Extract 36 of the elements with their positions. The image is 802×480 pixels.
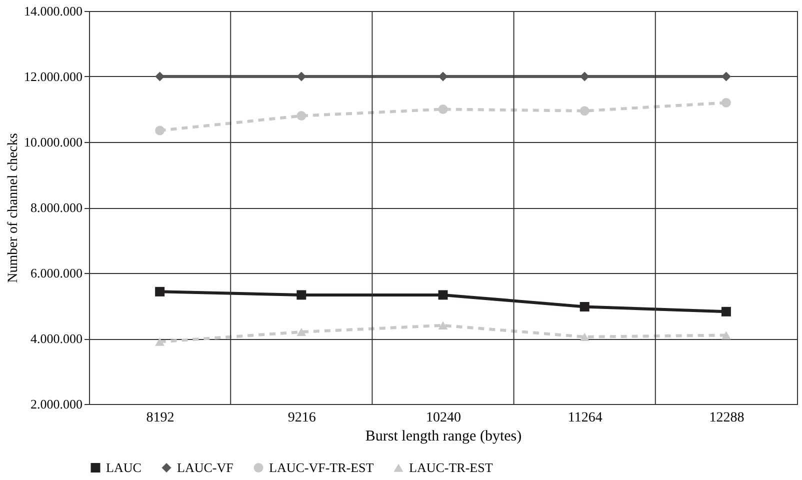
legend-label: LAUC-VF (177, 460, 234, 475)
legend-label: LAUC-TR-EST (409, 460, 493, 475)
x-tick-label: 10240 (426, 410, 461, 426)
point (296, 290, 306, 300)
y-tick-label: 6.000.000 (30, 266, 82, 280)
point (580, 72, 590, 82)
point (580, 332, 590, 341)
y-tick-label: 4.000.000 (30, 331, 82, 346)
x-tick-label: 12288 (709, 410, 744, 426)
point (438, 104, 448, 114)
point (438, 290, 448, 300)
y-tick-label: 10.000.000 (24, 134, 82, 150)
x-tick-label: 9216 (288, 410, 316, 426)
y-tick-label: 8.000.000 (30, 200, 82, 215)
point (721, 98, 731, 108)
legend-label: LAUC-VF-TR-EST (269, 460, 374, 475)
point (438, 72, 448, 82)
x-tick-label: 8192 (146, 410, 174, 426)
point (721, 331, 731, 340)
y-tick-label: 12.000.000 (24, 69, 82, 84)
x-tick-label: 11264 (568, 410, 602, 426)
point (155, 286, 165, 296)
point (721, 306, 731, 316)
y-tick-label: 2.000.000 (30, 396, 82, 412)
point (296, 328, 306, 336)
point (155, 126, 165, 136)
point (580, 302, 590, 312)
legend-label: LAUC (106, 460, 142, 475)
point (296, 72, 306, 82)
point (438, 321, 448, 330)
y-axis-title: Number of channel checks (6, 133, 21, 283)
point (296, 111, 306, 121)
x-axis-title: Burst length range (bytes) (365, 428, 522, 444)
y-tick-label: 14.000.000 (24, 4, 82, 18)
point (580, 106, 590, 116)
point (155, 338, 165, 346)
